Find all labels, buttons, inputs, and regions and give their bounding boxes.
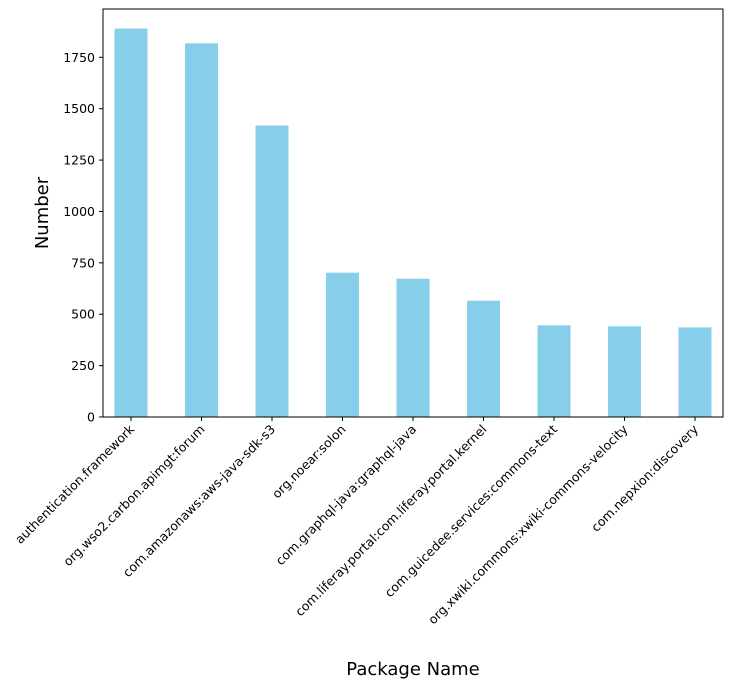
y-tick-label: 1000 [63,204,95,219]
bar-9 [678,327,712,417]
y-tick-label: 1750 [63,50,95,65]
y-tick-label: 1250 [63,153,95,168]
x-tick-label: org.noear:solon [269,422,349,502]
bar-2 [185,43,218,417]
x-tick-label: com.graphql-java:graphql-java [273,422,420,569]
y-axis: 0 250 500 750 1000 1250 1500 1750 [63,50,103,425]
bar-6 [467,300,500,417]
bar-7 [537,325,571,417]
y-tick-label: 0 [87,410,95,425]
y-tick-label: 750 [71,255,95,270]
plot-frame [102,8,724,418]
bar-8 [608,326,641,417]
y-tick-label: 250 [71,358,95,373]
x-tick-label: com.amazonaws:aws-java-sdk-s3 [120,422,279,581]
bars-layer [114,28,712,418]
bar-4 [326,272,359,417]
y-tick-label: 500 [71,307,95,322]
x-axis-title: Package Name [346,659,479,680]
bar-1 [114,28,148,417]
bar-3 [255,125,289,418]
x-tick-label: org.wso2.carbon.apimgt:forum [60,422,207,569]
y-axis-title: Number [32,176,53,249]
x-axis: authentication.frameworkorg.wso2.carbon.… [12,417,702,627]
bar-5 [396,278,430,417]
y-tick-label: 1500 [63,101,95,116]
x-tick-label: authentication.framework [12,421,138,547]
